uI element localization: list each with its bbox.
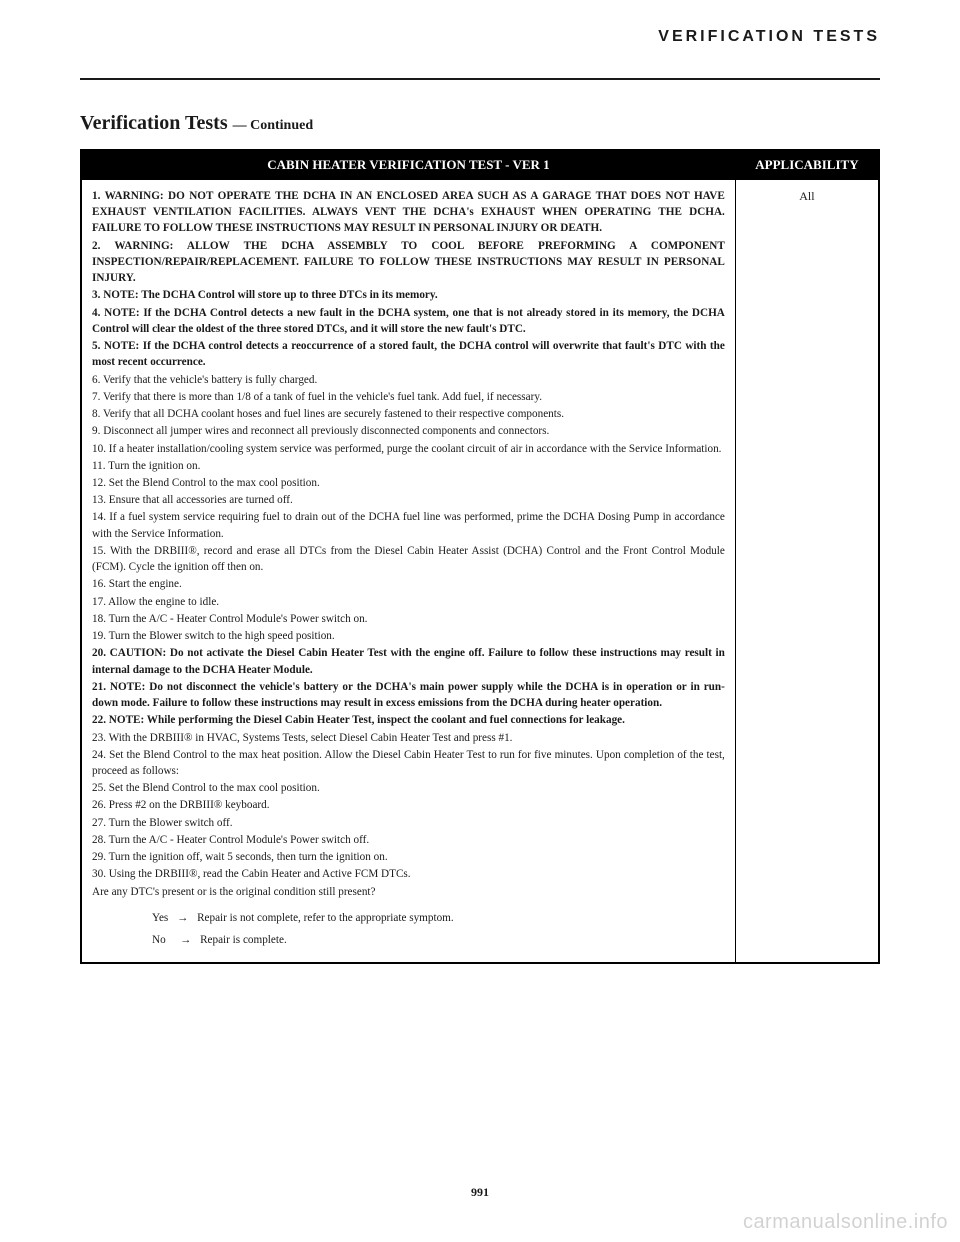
step-line: Are any DTC's present or is the original… (92, 884, 725, 900)
title-main: Verification Tests (80, 112, 228, 134)
step-line: 18. Turn the A/C - Heater Control Module… (92, 611, 725, 627)
step-line: 28. Turn the A/C - Heater Control Module… (92, 832, 725, 848)
col-header-applicability: APPLICABILITY (735, 150, 879, 180)
table-header-row: CABIN HEATER VERIFICATION TEST - VER 1 A… (81, 150, 879, 180)
page-container: VERIFICATION TESTS Verification Tests — … (0, 0, 960, 964)
step-line: 26. Press #2 on the DRBIII® keyboard. (92, 797, 725, 813)
step-line: 23. With the DRBIII® in HVAC, Systems Te… (92, 730, 725, 746)
step-line: 20. CAUTION: Do not activate the Diesel … (92, 645, 725, 677)
title-continued: — Continued (233, 118, 314, 133)
step-line: 3. NOTE: The DCHA Control will store up … (92, 287, 725, 303)
yes-row: Yes → Repair is not complete, refer to t… (152, 910, 725, 926)
yes-no-block: Yes → Repair is not complete, refer to t… (92, 910, 725, 948)
step-line: 25. Set the Blend Control to the max coo… (92, 780, 725, 796)
step-line: 8. Verify that all DCHA coolant hoses an… (92, 406, 725, 422)
step-line: 17. Allow the engine to idle. (92, 594, 725, 610)
yes-label: Yes (152, 912, 168, 924)
col-header-test: CABIN HEATER VERIFICATION TEST - VER 1 (81, 150, 735, 180)
step-line: 11. Turn the ignition on. (92, 458, 725, 474)
step-line: 10. If a heater installation/cooling sys… (92, 441, 725, 457)
step-line: 2. WARNING: ALLOW THE DCHA ASSEMBLY TO C… (92, 238, 725, 287)
step-line: 16. Start the engine. (92, 576, 725, 592)
section-header: VERIFICATION TESTS (80, 28, 880, 46)
step-line: 5. NOTE: If the DCHA control detects a r… (92, 338, 725, 370)
step-line: 24. Set the Blend Control to the max hea… (92, 747, 725, 779)
step-line: 30. Using the DRBIII®, read the Cabin He… (92, 866, 725, 882)
step-line: 21. NOTE: Do not disconnect the vehicle'… (92, 679, 725, 711)
arrow-icon: → (177, 912, 188, 924)
table-row: 1. WARNING: DO NOT OPERATE THE DCHA IN A… (81, 180, 879, 964)
verification-table: CABIN HEATER VERIFICATION TEST - VER 1 A… (80, 149, 880, 964)
step-line: 15. With the DRBIII®, record and erase a… (92, 543, 725, 575)
no-text: Repair is complete. (200, 934, 287, 946)
page-title: Verification Tests — Continued (80, 112, 880, 135)
step-line: 6. Verify that the vehicle's battery is … (92, 372, 725, 388)
step-line: 22. NOTE: While performing the Diesel Ca… (92, 712, 725, 728)
watermark: carmanualsonline.info (743, 1211, 948, 1234)
page-number: 991 (0, 1185, 960, 1200)
header-rule (80, 78, 880, 80)
step-line: 9. Disconnect all jumper wires and recon… (92, 423, 725, 439)
yes-text: Repair is not complete, refer to the app… (197, 912, 454, 924)
no-label: No (152, 934, 166, 946)
step-line: 12. Set the Blend Control to the max coo… (92, 475, 725, 491)
cell-applicability: All (735, 180, 879, 964)
step-line: 19. Turn the Blower switch to the high s… (92, 628, 725, 644)
step-line: 29. Turn the ignition off, wait 5 second… (92, 849, 725, 865)
arrow-icon: → (174, 934, 191, 946)
step-line: 13. Ensure that all accessories are turn… (92, 492, 725, 508)
step-line: 1. WARNING: DO NOT OPERATE THE DCHA IN A… (92, 188, 725, 237)
step-line: 14. If a fuel system service requiring f… (92, 509, 725, 541)
step-line: 7. Verify that there is more than 1/8 of… (92, 389, 725, 405)
cell-steps: 1. WARNING: DO NOT OPERATE THE DCHA IN A… (81, 180, 735, 964)
step-line: 27. Turn the Blower switch off. (92, 815, 725, 831)
no-row: No → Repair is complete. (152, 932, 725, 948)
steps-list: 1. WARNING: DO NOT OPERATE THE DCHA IN A… (92, 188, 725, 900)
step-line: 4. NOTE: If the DCHA Control detects a n… (92, 305, 725, 337)
